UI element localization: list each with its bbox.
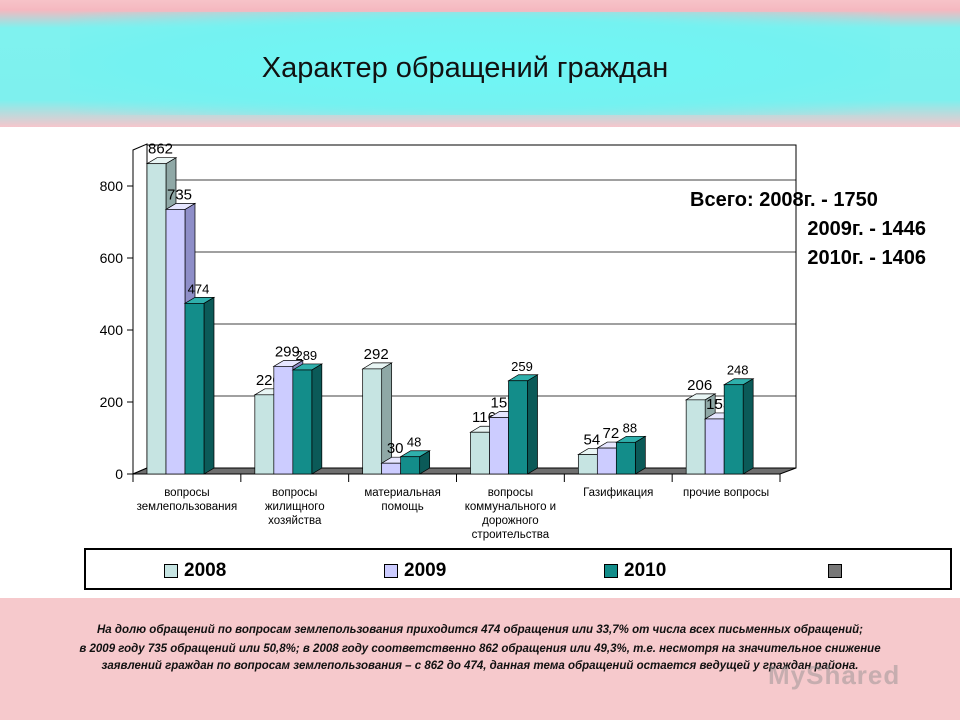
y-tick-label: 400 (100, 322, 124, 338)
y-tick-label: 800 (100, 178, 124, 194)
legend-label-2008: 2008 (184, 560, 227, 581)
data-label: 72 (602, 425, 619, 442)
data-label: 48 (407, 435, 421, 450)
bar-2009-5 (704, 418, 725, 475)
x-category-label: помощь (381, 501, 423, 513)
x-category-label: дорожного (482, 515, 539, 527)
page-title: Характер обращений граждан (261, 52, 669, 84)
data-label: 299 (275, 343, 300, 360)
bar-2010-1 (292, 369, 313, 475)
bar-2008-5 (685, 399, 706, 475)
y-tick-label: 0 (115, 466, 123, 482)
x-category-label: вопросы (488, 487, 533, 499)
y-tick-label: 600 (100, 250, 124, 266)
legend-swatch-2008 (164, 564, 178, 578)
data-label: 289 (295, 348, 317, 363)
data-label: 206 (687, 377, 712, 394)
bar-side (311, 363, 323, 475)
x-category-label: коммунального и (465, 501, 556, 513)
bar-2009-3 (489, 417, 509, 475)
bar-2009-0 (165, 209, 186, 475)
bar-2008-0 (146, 163, 167, 475)
note-line-2: в 2009 году 735 обращений или 50,8%; в 2… (79, 643, 881, 655)
bar-2009-2 (381, 462, 402, 475)
data-label: 248 (727, 363, 749, 378)
bar-2010-2 (400, 456, 421, 475)
y-tick-label: 200 (100, 394, 124, 410)
data-label: 259 (511, 359, 533, 374)
header-band (0, 0, 960, 127)
x-category-label: жилищного (265, 501, 325, 513)
totals-line-3: 2010г. - 1406 (807, 247, 926, 269)
footer-band (0, 598, 960, 720)
data-label: 54 (583, 432, 600, 449)
x-category-label: прочие вопросы (683, 487, 769, 499)
x-category-label: Газификация (583, 487, 653, 499)
data-label: 30 (387, 440, 404, 457)
x-category-label: хозяйства (268, 515, 322, 527)
bar-side (203, 296, 215, 475)
x-category-label: вопросы (272, 487, 317, 499)
bar-2009-4 (596, 447, 617, 475)
data-label: 88 (623, 420, 637, 435)
legend-label-2009: 2009 (404, 560, 447, 581)
x-category-label: строительства (472, 529, 550, 541)
data-label: 292 (364, 346, 389, 363)
bar-2008-3 (470, 431, 490, 475)
bar-2010-3 (508, 380, 528, 475)
legend-swatch-2010 (604, 564, 618, 578)
bar-2009-1 (273, 366, 294, 475)
bar-2008-1 (254, 394, 275, 475)
bar-2008-2 (362, 368, 383, 475)
totals-box: Всего: 2008г. - 1750 2009г. - 1446 2010г… (670, 186, 926, 273)
totals-line-1: Всего: 2008г. - 1750 (690, 189, 878, 211)
chart-legend: 2008 2009 2010 (84, 548, 952, 590)
bar-side (381, 362, 393, 475)
bar-2008-4 (577, 454, 598, 475)
watermark-logo: MyShared (768, 660, 901, 690)
note-line-1: На долю обращений по вопросам землепольз… (96, 624, 864, 636)
x-category-label: землепользования (137, 501, 238, 513)
data-label: 474 (188, 281, 210, 296)
bar-2010-4 (615, 441, 636, 475)
totals-line-2: 2009г. - 1446 (807, 218, 926, 240)
legend-swatch-2009 (384, 564, 398, 578)
bar-side (527, 374, 538, 475)
bar-side (742, 378, 754, 475)
legend-label-2010: 2010 (624, 560, 667, 581)
side-wall (132, 143, 148, 475)
bar-2010-0 (184, 303, 205, 475)
x-category-label: материальная (364, 487, 440, 499)
data-label: 862 (148, 141, 173, 158)
note-line-3: заявлений граждан по вопросам землепольз… (101, 660, 859, 672)
bar-side (634, 435, 646, 475)
bar-2010-5 (723, 384, 744, 475)
legend-swatch-other (828, 564, 842, 578)
data-label: 735 (167, 186, 192, 203)
x-category-label: вопросы (164, 487, 209, 499)
